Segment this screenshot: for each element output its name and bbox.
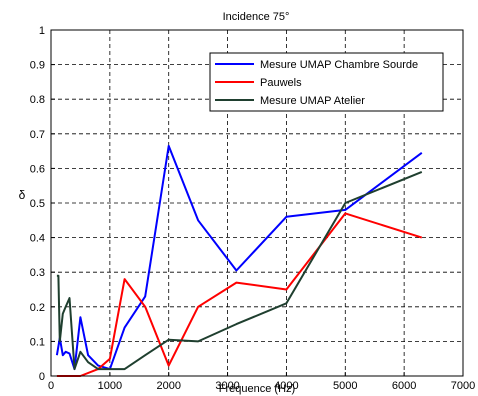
x-tick-label: 2000 xyxy=(156,380,180,392)
y-tick-label: 0.3 xyxy=(30,267,45,279)
x-tick-label: 7000 xyxy=(451,380,475,392)
chart-title: Incidence 75° xyxy=(223,11,290,23)
x-tick-label: 5000 xyxy=(333,380,357,392)
y-tick-label: 0.7 xyxy=(30,129,45,141)
y-tick-label: 0.9 xyxy=(30,60,45,72)
y-tick-label: 0.5 xyxy=(30,198,45,210)
legend-entry: Pauwels xyxy=(260,77,302,89)
y-tick-label: 0.2 xyxy=(30,302,45,314)
y-tick-label: 0.8 xyxy=(30,94,45,106)
legend-entry: Mesure UMAP Atelier xyxy=(260,95,365,107)
x-tick-label: 4000 xyxy=(274,380,298,392)
series-line-3 xyxy=(56,170,423,371)
x-tick-label: 1000 xyxy=(98,380,122,392)
x-tick-label: 0 xyxy=(48,380,54,392)
y-tick-label: 1 xyxy=(39,25,45,37)
x-axis-label: Fréquence (Hz) xyxy=(219,383,295,395)
x-tick-label: 3000 xyxy=(215,380,239,392)
series-line-1 xyxy=(55,144,423,371)
legend-entry: Mesure UMAP Chambre Sourde xyxy=(260,59,418,71)
legend: Mesure UMAP Chambre Sourde Pauwels Mesure … xyxy=(209,52,444,112)
x-tick-label: 6000 xyxy=(392,380,416,392)
y-tick-label: 0 xyxy=(39,371,45,383)
axis-ticks: 0 1000 2000 3000 4000 5000 6000 7000 0 0.1 0.2 0.3 0… xyxy=(30,25,476,392)
y-tick-label: 0.1 xyxy=(30,336,45,348)
y-tick-label: 0.6 xyxy=(30,163,45,175)
y-tick-label: 0.4 xyxy=(30,233,45,245)
y-axis-label: δ xyxy=(19,188,26,202)
